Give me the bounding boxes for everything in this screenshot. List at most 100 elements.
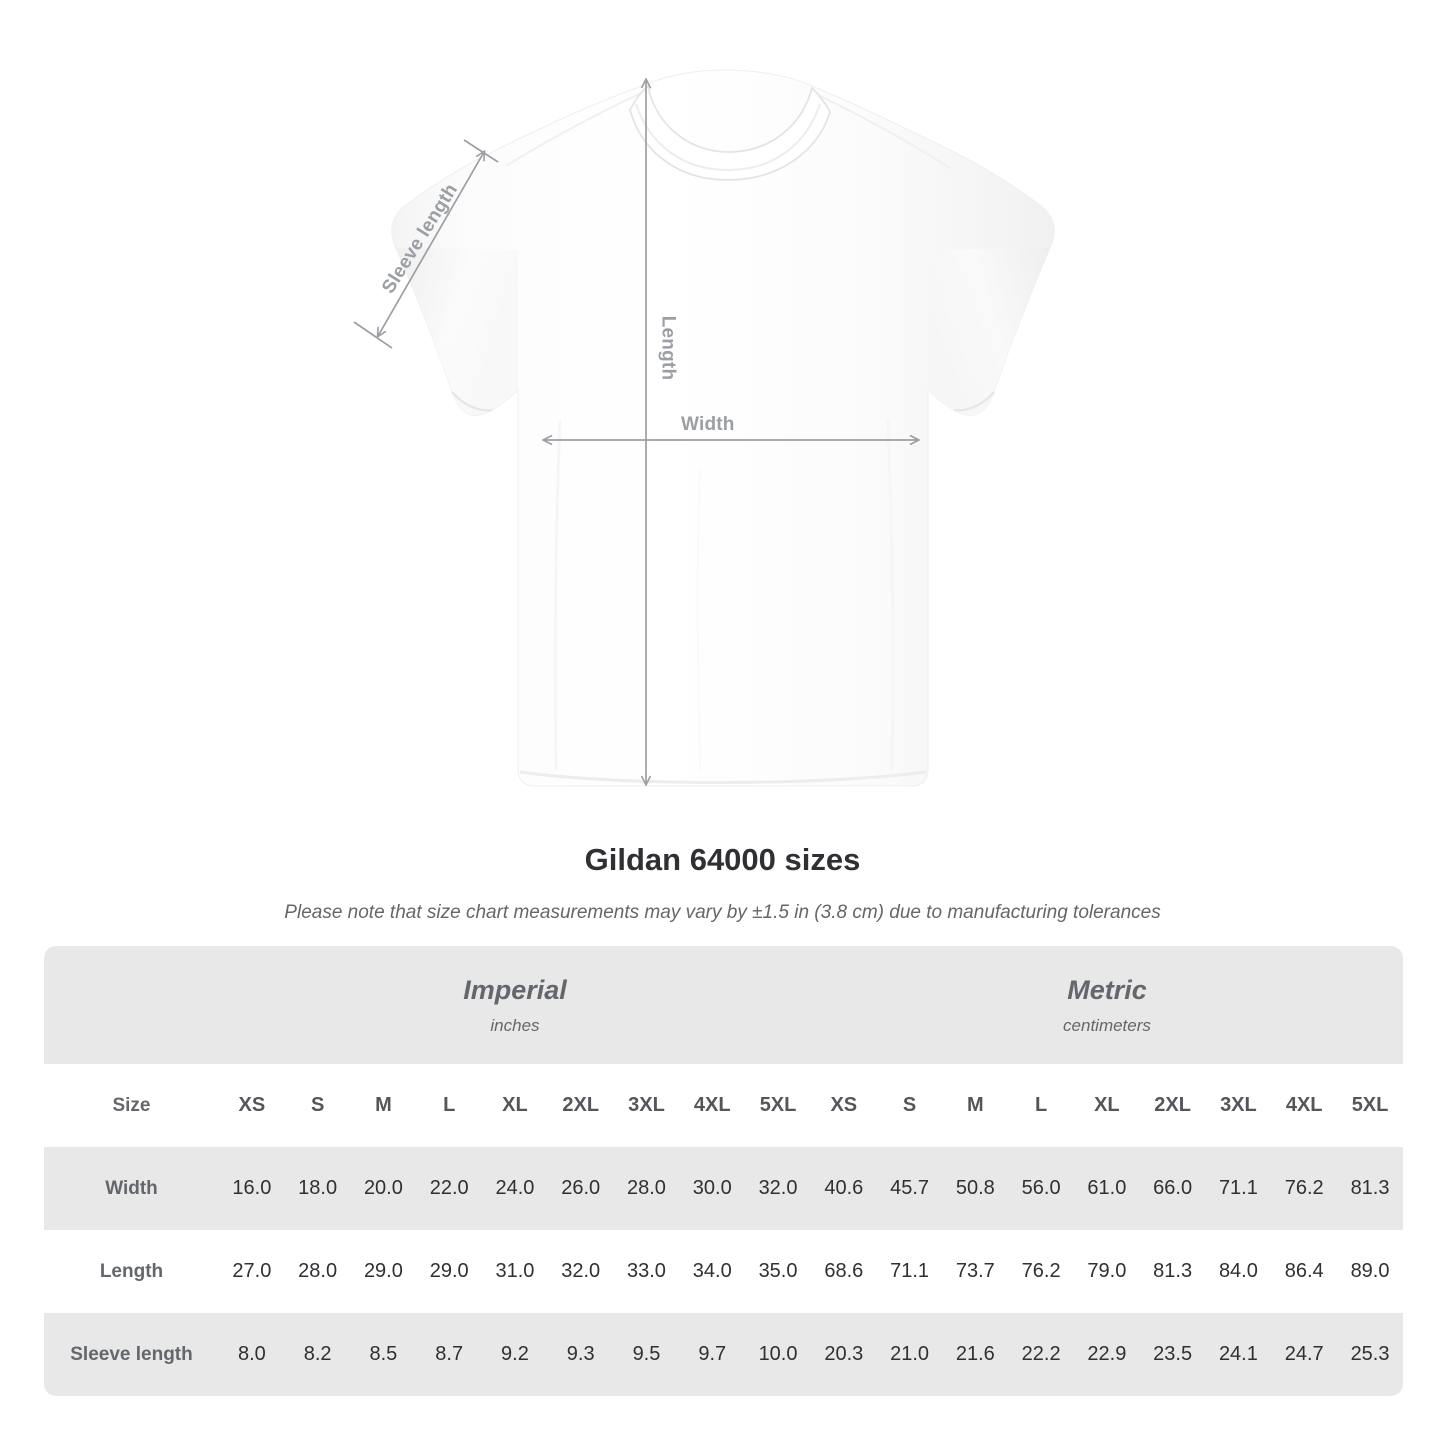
cell-imperial-length-xs: 27.0 — [219, 1230, 285, 1313]
cell-metric-sleeve-length-xl: 22.9 — [1074, 1313, 1140, 1396]
header-size-imperial-l: L — [416, 1064, 483, 1147]
cell-metric-length-3xl: 84.0 — [1205, 1230, 1272, 1313]
cell-metric-width-3xl: 71.1 — [1205, 1147, 1272, 1230]
cell-imperial-sleeve-length-3xl: 9.5 — [613, 1313, 680, 1396]
cell-imperial-sleeve-length-2xl: 9.3 — [547, 1313, 614, 1396]
page-title: Gildan 64000 sizes — [584, 842, 861, 877]
cell-imperial-sleeve-length-l: 8.7 — [416, 1313, 483, 1396]
unit-banner-spacer — [44, 946, 219, 1064]
table-row: Length 27.0 28.0 29.0 29.0 31.0 32.0 33.0 34.0 35… — [44, 1230, 1403, 1313]
cell-metric-sleeve-length-m: 21.6 — [942, 1313, 1009, 1396]
header-size-metric-xs: XS — [810, 1064, 877, 1147]
cell-imperial-width-m: 20.0 — [350, 1147, 417, 1230]
cell-metric-width-4xl: 76.2 — [1271, 1147, 1338, 1230]
cell-metric-width-m: 50.8 — [942, 1147, 1009, 1230]
unit-banner-imperial: Imperial inches — [219, 946, 811, 1064]
header-size-imperial-3xl: 3XL — [613, 1064, 680, 1147]
width-label: Width — [681, 414, 735, 435]
sleeve-tick-top — [463, 139, 499, 163]
table-header-row: Size XS S M L XL 2XL 3XL 4XL 5XL XS S M L XL 2XL 3XL 4XL 5… — [44, 1064, 1403, 1147]
cell-imperial-width-3xl: 28.0 — [613, 1147, 680, 1230]
unit-banner-row: Imperial inches Metric centimeters — [44, 946, 1403, 1064]
header-size-imperial-5xl: 5XL — [745, 1064, 811, 1147]
cell-imperial-width-xl: 24.0 — [482, 1147, 548, 1230]
tolerance-note: Please note that size chart measurements… — [284, 902, 1161, 923]
cell-imperial-width-5xl: 32.0 — [745, 1147, 811, 1230]
unit-name: Imperial — [463, 974, 567, 1005]
cell-metric-sleeve-length-s: 21.0 — [876, 1313, 943, 1396]
cell-metric-sleeve-length-xs: 20.3 — [810, 1313, 877, 1396]
tshirt-illustration-svg — [353, 69, 1055, 787]
header-size-metric-l: L — [1008, 1064, 1074, 1147]
cell-imperial-sleeve-length-s: 8.2 — [284, 1313, 351, 1396]
cell-metric-length-xs: 68.6 — [810, 1230, 877, 1313]
cell-metric-width-5xl: 81.3 — [1337, 1147, 1403, 1230]
header-size-metric-4xl: 4XL — [1271, 1064, 1338, 1147]
cell-metric-length-4xl: 86.4 — [1271, 1230, 1338, 1313]
unit-subtitle: inches — [490, 1015, 540, 1035]
cell-metric-length-l: 76.2 — [1008, 1230, 1074, 1313]
cell-metric-length-m: 73.7 — [942, 1230, 1009, 1313]
unit-banner-metric: Metric centimeters — [810, 946, 1403, 1064]
table-row: Width 16.0 18.0 20.0 22.0 24.0 26.0 28.0 30.0 32.… — [44, 1147, 1403, 1230]
cell-imperial-sleeve-length-xl: 9.2 — [482, 1313, 548, 1396]
header-size-imperial-xl: XL — [482, 1064, 548, 1147]
cell-metric-length-2xl: 81.3 — [1139, 1230, 1206, 1313]
cell-imperial-width-s: 18.0 — [284, 1147, 351, 1230]
header-size-imperial-s: S — [284, 1064, 351, 1147]
header-size-metric-2xl: 2XL — [1139, 1064, 1206, 1147]
cell-imperial-width-4xl: 30.0 — [679, 1147, 746, 1230]
cell-imperial-width-2xl: 26.0 — [547, 1147, 614, 1230]
size-chart-table-wrapper: Imperial inches Metric centimeters Size XS S M L… — [44, 946, 1403, 1396]
row-label-width: Width — [44, 1147, 219, 1230]
length-label: Length — [657, 315, 679, 381]
header-size-metric-3xl: 3XL — [1205, 1064, 1272, 1147]
header-size-imperial-xs: XS — [219, 1064, 285, 1147]
cell-imperial-sleeve-length-5xl: 10.0 — [745, 1313, 811, 1396]
header-size-imperial-m: M — [350, 1064, 417, 1147]
cell-imperial-length-3xl: 33.0 — [613, 1230, 680, 1313]
sleeve-length-arrow — [378, 152, 484, 336]
cell-metric-width-2xl: 66.0 — [1139, 1147, 1206, 1230]
cell-metric-length-xl: 79.0 — [1074, 1230, 1140, 1313]
cell-imperial-width-l: 22.0 — [416, 1147, 483, 1230]
cell-metric-length-s: 71.1 — [876, 1230, 943, 1313]
title-block: Gildan 64000 sizes Please note that size… — [0, 840, 1445, 926]
cell-imperial-length-4xl: 34.0 — [679, 1230, 746, 1313]
tshirt-diagram: Sleeve length Length Width — [353, 69, 1055, 787]
cell-metric-width-xl: 61.0 — [1074, 1147, 1140, 1230]
cell-imperial-sleeve-length-4xl: 9.7 — [679, 1313, 746, 1396]
row-label-sleeve-length: Sleeve length — [44, 1313, 219, 1396]
cell-metric-sleeve-length-4xl: 24.7 — [1271, 1313, 1338, 1396]
sleeve-tick-bottom — [353, 321, 393, 349]
cell-metric-sleeve-length-5xl: 25.3 — [1337, 1313, 1403, 1396]
cell-imperial-length-xl: 31.0 — [482, 1230, 548, 1313]
header-corner-label: Size — [44, 1064, 219, 1147]
cell-imperial-sleeve-length-m: 8.5 — [350, 1313, 417, 1396]
cell-imperial-sleeve-length-xs: 8.0 — [219, 1313, 285, 1396]
cell-metric-length-5xl: 89.0 — [1337, 1230, 1403, 1313]
cell-imperial-length-m: 29.0 — [350, 1230, 417, 1313]
unit-name: Metric — [1067, 974, 1147, 1005]
dimension-lines — [353, 80, 918, 784]
cell-imperial-width-xs: 16.0 — [219, 1147, 285, 1230]
cell-imperial-length-2xl: 32.0 — [547, 1230, 614, 1313]
header-size-metric-m: M — [942, 1064, 1009, 1147]
cell-metric-sleeve-length-3xl: 24.1 — [1205, 1313, 1272, 1396]
size-chart-table: Imperial inches Metric centimeters Size XS S M L… — [44, 946, 1403, 1396]
unit-subtitle: centimeters — [1063, 1015, 1151, 1035]
cell-metric-sleeve-length-2xl: 23.5 — [1139, 1313, 1206, 1396]
cell-metric-width-l: 56.0 — [1008, 1147, 1074, 1230]
table-row: Sleeve length 8.0 8.2 8.5 8.7 9.2 9.3 9.5 9.7 10.… — [44, 1313, 1403, 1396]
header-size-imperial-2xl: 2XL — [547, 1064, 614, 1147]
cell-metric-sleeve-length-l: 22.2 — [1008, 1313, 1074, 1396]
cell-metric-width-xs: 40.6 — [810, 1147, 877, 1230]
cell-metric-width-s: 45.7 — [876, 1147, 943, 1230]
row-label-length: Length — [44, 1230, 219, 1313]
header-size-metric-xl: XL — [1074, 1064, 1140, 1147]
cell-imperial-length-s: 28.0 — [284, 1230, 351, 1313]
header-size-metric-s: S — [876, 1064, 943, 1147]
cell-imperial-length-5xl: 35.0 — [745, 1230, 811, 1313]
cell-imperial-length-l: 29.0 — [416, 1230, 483, 1313]
tshirt-body-shape — [391, 69, 1055, 787]
